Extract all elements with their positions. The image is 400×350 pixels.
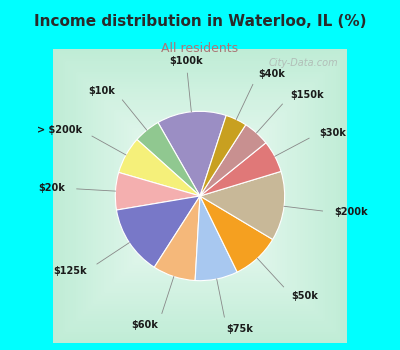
Bar [114, 110, 286, 282]
Bar [106, 102, 294, 290]
Text: > $200k: > $200k [37, 125, 82, 135]
Bar [78, 74, 322, 318]
Wedge shape [195, 196, 237, 281]
Bar [68, 64, 332, 328]
Bar [83, 79, 317, 313]
Bar [96, 92, 304, 300]
Bar [154, 150, 246, 242]
Wedge shape [137, 122, 200, 196]
Wedge shape [200, 196, 273, 272]
Bar [126, 122, 274, 270]
Bar [119, 115, 281, 277]
Bar [160, 156, 240, 236]
Text: $75k: $75k [227, 324, 254, 334]
Text: Income distribution in Waterloo, IL (%): Income distribution in Waterloo, IL (%) [34, 14, 366, 29]
Bar [98, 94, 302, 298]
Bar [142, 138, 258, 254]
Bar [137, 133, 263, 259]
Wedge shape [154, 196, 200, 281]
Text: City-Data.com: City-Data.com [268, 58, 338, 68]
Bar [73, 69, 327, 323]
Bar [81, 77, 319, 315]
Bar [152, 148, 248, 244]
Bar [104, 99, 296, 293]
Wedge shape [115, 173, 200, 210]
Wedge shape [200, 116, 246, 196]
Bar [132, 128, 268, 264]
Text: $150k: $150k [290, 90, 324, 100]
Text: $100k: $100k [169, 56, 203, 66]
Text: $10k: $10k [88, 86, 115, 96]
Wedge shape [200, 125, 266, 196]
Bar [93, 89, 307, 303]
Text: $125k: $125k [54, 266, 87, 275]
Bar [91, 87, 309, 305]
Text: All residents: All residents [162, 42, 238, 55]
Bar [111, 107, 289, 285]
Text: $200k: $200k [334, 208, 368, 217]
Bar [150, 146, 250, 246]
Text: $40k: $40k [258, 69, 285, 79]
Bar [144, 140, 256, 252]
Bar [129, 125, 271, 267]
Text: $30k: $30k [320, 128, 346, 138]
Wedge shape [116, 196, 200, 267]
Text: $60k: $60k [131, 320, 158, 330]
Wedge shape [158, 111, 226, 196]
Wedge shape [119, 140, 200, 196]
Bar [157, 153, 243, 239]
Wedge shape [200, 172, 285, 239]
Bar [124, 120, 276, 272]
Text: $50k: $50k [292, 290, 318, 301]
Bar [134, 130, 266, 262]
Wedge shape [200, 143, 281, 196]
Bar [116, 112, 284, 280]
Bar [147, 143, 253, 249]
Bar [88, 84, 312, 308]
Bar [162, 158, 238, 234]
Bar [139, 135, 261, 257]
Bar [122, 117, 278, 275]
Bar [109, 105, 291, 287]
Bar [76, 71, 324, 321]
Text: $20k: $20k [38, 183, 65, 193]
Bar [86, 82, 314, 310]
Bar [70, 66, 330, 326]
Bar [101, 97, 299, 295]
